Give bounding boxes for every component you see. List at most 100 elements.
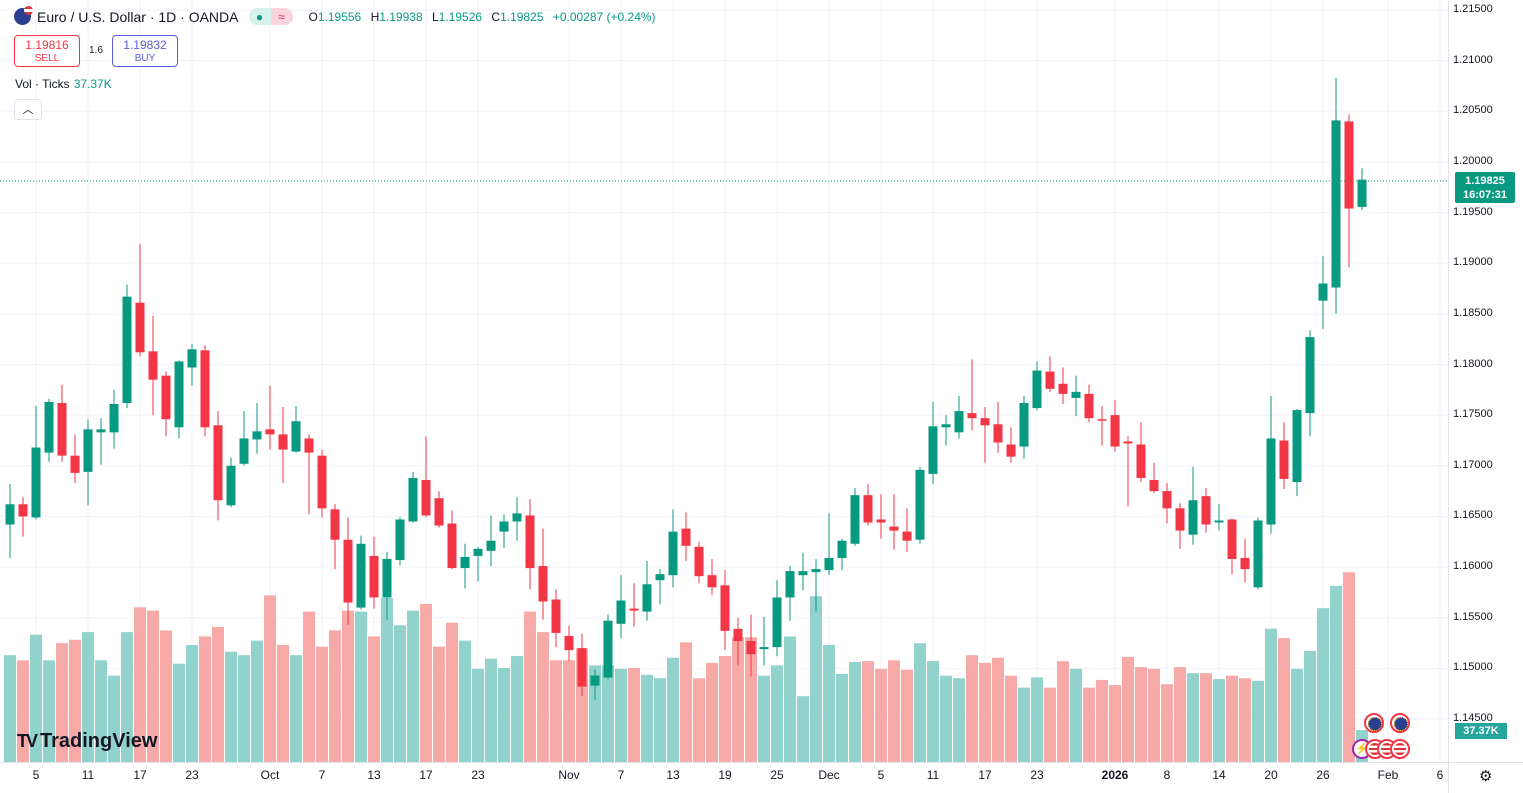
eu-event-icon[interactable] [1390, 713, 1410, 733]
time-tick-label: 17 [978, 768, 992, 782]
candle-up [941, 424, 951, 428]
us-event-icon[interactable] [1390, 739, 1410, 759]
symbol-title[interactable]: Euro / U.S. Dollar · 1D · OANDA [37, 8, 239, 25]
candle-up [291, 421, 301, 452]
close-label: C [491, 9, 501, 24]
collapse-legend-button[interactable]: ︿ [14, 99, 42, 120]
candle-down [1110, 415, 1120, 447]
candle-up [1032, 370, 1042, 409]
volume-bar [771, 665, 783, 762]
time-tick-label: 17 [133, 768, 147, 782]
volume-bar [1278, 638, 1290, 762]
volume-bar [1109, 685, 1121, 762]
volume-bar [472, 668, 484, 762]
volume-bar [1187, 673, 1199, 762]
candle-down [1162, 491, 1172, 509]
candle-down [57, 402, 67, 456]
volume-bar [1161, 684, 1173, 762]
volume-bar [264, 595, 276, 762]
candle-down [538, 566, 548, 602]
settings-icon[interactable]: ⚙ [1479, 768, 1493, 785]
market-status[interactable]: ● ≈ [248, 8, 293, 25]
candle-down [876, 519, 886, 523]
volume-bar [810, 596, 822, 762]
tradingview-logo[interactable]: TV TradingView [17, 730, 157, 753]
volume-bar [966, 655, 978, 762]
candle-down [1201, 496, 1211, 525]
volume-bar [706, 662, 718, 762]
volume-bar [485, 658, 497, 762]
time-tick-label: 23 [1030, 768, 1044, 782]
candle-up [837, 540, 847, 558]
time-axis-border [0, 762, 1523, 763]
candle-up [395, 519, 405, 560]
candle-down [889, 526, 899, 531]
time-tick-label: 23 [471, 768, 485, 782]
volume-bar [953, 678, 965, 762]
volume-bar [1096, 679, 1108, 762]
candle-up [824, 557, 834, 571]
candle-up [915, 469, 925, 540]
candle-up [499, 521, 509, 532]
volume-bar [420, 603, 432, 762]
candle-down [278, 434, 288, 450]
sell-button[interactable]: 1.19816 SELL [14, 35, 80, 67]
candle-up [1331, 120, 1341, 288]
candle-down [707, 575, 717, 588]
volume-bar [212, 626, 224, 762]
volume-bar [719, 656, 731, 762]
candle-down [18, 504, 28, 517]
delayed-data-icon: ≈ [270, 8, 293, 25]
candle-up [655, 574, 665, 581]
candles [5, 77, 1367, 700]
candle-down [629, 608, 639, 611]
volume-bar [628, 667, 640, 762]
candle-down [993, 424, 1003, 443]
market-open-dot-icon: ● [248, 8, 271, 25]
volume-bar [511, 656, 523, 762]
volume-bar [797, 696, 809, 762]
candle-up [1357, 179, 1367, 207]
candle-down [1240, 557, 1250, 570]
volume-bar [290, 655, 302, 762]
candle-up [1266, 438, 1276, 525]
candle-up [811, 569, 821, 573]
volume-bar [1083, 687, 1095, 762]
price-tick-label: 1.15000 [1453, 661, 1493, 674]
eu-event-icon[interactable] [1364, 713, 1384, 733]
time-tick-label: 8 [1163, 768, 1171, 782]
time-tick-label: 5 [877, 768, 885, 782]
volume-bar [979, 662, 991, 762]
candle-down [863, 495, 873, 523]
volume-bar [1317, 608, 1329, 762]
time-tick-label: Oct [260, 768, 280, 782]
price-tick-label: 1.16000 [1453, 560, 1493, 573]
symbol-header: Euro / U.S. Dollar · 1D · OANDA ● ≈ O1.1… [14, 6, 656, 25]
low-value: 1.19526 [438, 9, 483, 24]
volume-bar [836, 673, 848, 762]
candle-down [681, 528, 691, 546]
volume-bar [199, 636, 211, 762]
candle-up [603, 620, 613, 678]
candle-up [96, 429, 106, 433]
price-tick-label: 1.20500 [1453, 104, 1493, 117]
candle-up [382, 558, 392, 598]
close-value: 1.19825 [500, 9, 544, 24]
volume-legend[interactable]: Vol · Ticks 37.37K [15, 77, 112, 91]
volume-bar [446, 622, 458, 762]
time-tick-label: 7 [617, 768, 625, 782]
time-tick-label: 13 [666, 768, 680, 782]
volume-badge: 37.37K [1455, 723, 1507, 739]
volume-bar [1226, 675, 1238, 762]
time-tick-label: 11 [81, 768, 95, 782]
candle-down [213, 425, 223, 501]
volume-bar [1265, 628, 1277, 762]
volume-bar [563, 660, 575, 762]
candle-down [161, 375, 171, 420]
candle-down [694, 546, 704, 577]
volume-bar [160, 630, 172, 762]
price-tick-label: 1.20000 [1453, 154, 1493, 167]
buy-button[interactable]: 1.19832 BUY [112, 35, 178, 67]
candle-down [1045, 371, 1055, 389]
